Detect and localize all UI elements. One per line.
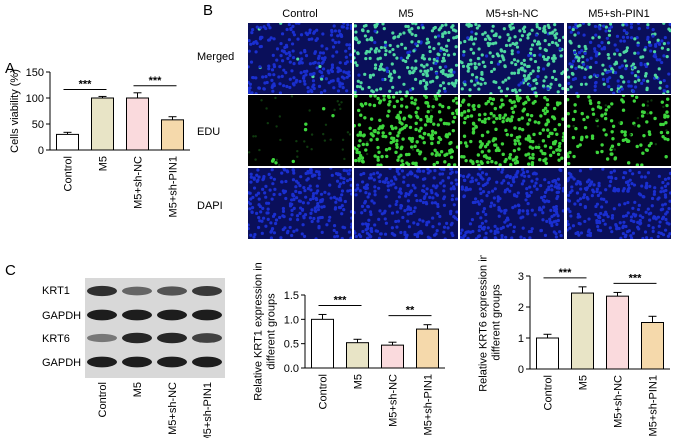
blot-label-krt6: KRT6 xyxy=(42,333,70,345)
bar xyxy=(346,342,369,369)
micrograph-edu-m5-sh-pin1 xyxy=(567,95,671,166)
significance-marker: *** xyxy=(149,75,163,87)
x-tick-label: M5 xyxy=(98,156,110,171)
chart-c-krt1: 0.0 0.5 1.0 1.5 Relative KRT1 expression ind… xyxy=(253,262,445,435)
x-tick-label: M5 xyxy=(578,375,590,390)
x-tick-label: M5+sh-NC xyxy=(613,375,625,428)
row-header-dapi: DAPI xyxy=(197,200,223,212)
column-header-m5-sh-nc: M5+sh-NC xyxy=(485,8,539,20)
x-tick-label: M5+sh-PIN1 xyxy=(168,156,180,217)
micrograph-merged-m5-sh-nc xyxy=(460,23,564,94)
column-header-m5-sh-pin1: M5+sh-PIN1 xyxy=(588,8,650,20)
y-tick-label: 0 xyxy=(38,145,44,157)
blot-band xyxy=(87,285,117,297)
micrograph-merged-m5 xyxy=(354,23,458,94)
bar xyxy=(606,295,629,370)
column-header-control: Control xyxy=(282,8,318,20)
y-tick-label: 150 xyxy=(26,67,44,79)
bar xyxy=(536,337,559,370)
blot-band xyxy=(87,333,117,343)
panel-letter-a: A xyxy=(5,60,16,77)
micrograph-dapi-m5 xyxy=(354,168,458,239)
blot-band xyxy=(87,356,117,368)
blot-band xyxy=(192,286,222,296)
micrograph-edu-m5-sh-nc xyxy=(460,95,564,166)
bar xyxy=(381,344,404,369)
blot-band xyxy=(192,333,222,343)
y-axis-label: Relative KRT6 expression indifferent gro… xyxy=(478,255,503,392)
blot-label-gapdh-2: GAPDH xyxy=(42,357,82,369)
chart-a-viability: 0 50 100 150 Cells viability (%) Control M5 M5+… xyxy=(9,67,190,217)
x-tick-label: M5+sh-NC xyxy=(388,374,400,427)
blot-band xyxy=(157,356,187,368)
blot-lane-label: M5 xyxy=(132,382,144,397)
bar xyxy=(56,133,79,151)
chart-c-krt6: 0 1 2 3 Relative KRT6 expression indifferent… xyxy=(478,255,670,436)
bar xyxy=(91,97,114,151)
y-tick-label: 0 xyxy=(518,364,524,376)
blot-lane-label: M5+sh-PIN1 xyxy=(202,382,214,438)
blot-band xyxy=(157,286,187,296)
x-tick-label: M5+sh-PIN1 xyxy=(648,375,660,436)
panel-letter-c: C xyxy=(5,262,16,279)
y-tick-label: 2 xyxy=(518,302,524,314)
x-tick-label: M5+sh-PIN1 xyxy=(423,374,435,435)
blot-label-krt1: KRT1 xyxy=(42,285,70,297)
blot-band xyxy=(122,332,152,344)
bar xyxy=(416,328,439,369)
blot-band xyxy=(192,309,222,321)
y-tick-label: 1 xyxy=(518,333,524,345)
blot-band xyxy=(122,356,152,368)
y-tick-label: 0.5 xyxy=(284,339,299,351)
blot-band xyxy=(157,309,187,321)
y-tick-label: 1.5 xyxy=(284,290,299,302)
y-axis-label: Relative KRT1 expression indifferent gro… xyxy=(253,262,278,401)
x-tick-label: Control xyxy=(63,156,75,191)
blot-lane-label: M5+sh-NC xyxy=(167,382,179,435)
y-axis-label: Cells viability (%) xyxy=(9,69,21,153)
micrograph-edu-m5 xyxy=(354,95,458,166)
x-tick-label: M5 xyxy=(353,374,365,389)
bar xyxy=(126,97,149,151)
x-tick-label: M5+sh-NC xyxy=(133,156,145,209)
blot-band xyxy=(157,332,187,344)
significance-marker: *** xyxy=(629,272,643,284)
blot-band xyxy=(122,309,152,321)
blot-band xyxy=(87,309,117,321)
significance-marker: *** xyxy=(559,267,573,279)
micrograph-merged-m5-sh-pin1 xyxy=(567,23,671,94)
y-tick-label: 0.0 xyxy=(284,363,299,375)
micrograph-dapi-m5-sh-nc xyxy=(460,168,564,239)
y-tick-label: 1.0 xyxy=(284,314,299,326)
blot-image xyxy=(85,278,225,378)
bar xyxy=(571,292,594,370)
y-tick-label: 50 xyxy=(32,119,44,131)
micrograph-merged-control xyxy=(248,23,352,94)
x-tick-label: Control xyxy=(543,375,555,410)
y-tick-label: 100 xyxy=(26,93,44,105)
bar xyxy=(161,119,184,151)
x-tick-label: Control xyxy=(318,374,330,409)
significance-marker: *** xyxy=(79,78,93,90)
column-header-m5: M5 xyxy=(398,8,414,20)
blot-lane-labels: Control M5 M5+sh-NC M5+sh-PIN1 xyxy=(97,382,214,438)
significance-marker: *** xyxy=(334,294,348,306)
micrograph-dapi-control xyxy=(248,168,352,239)
row-header-edu: EDU xyxy=(197,126,221,138)
row-header-merged: Merged xyxy=(197,51,235,63)
panel-letter-b: B xyxy=(203,2,214,19)
micrograph-dapi-m5-sh-pin1 xyxy=(567,168,671,239)
blot-lane-label: Control xyxy=(97,382,109,417)
y-tick-label: 3 xyxy=(518,271,524,283)
blot-band xyxy=(192,356,222,368)
bar xyxy=(641,322,664,370)
blot-band xyxy=(122,286,152,296)
micrograph-edu-control xyxy=(248,95,352,166)
significance-marker: ** xyxy=(406,305,415,317)
blot-label-gapdh-1: GAPDH xyxy=(42,310,82,322)
bar xyxy=(311,318,334,369)
